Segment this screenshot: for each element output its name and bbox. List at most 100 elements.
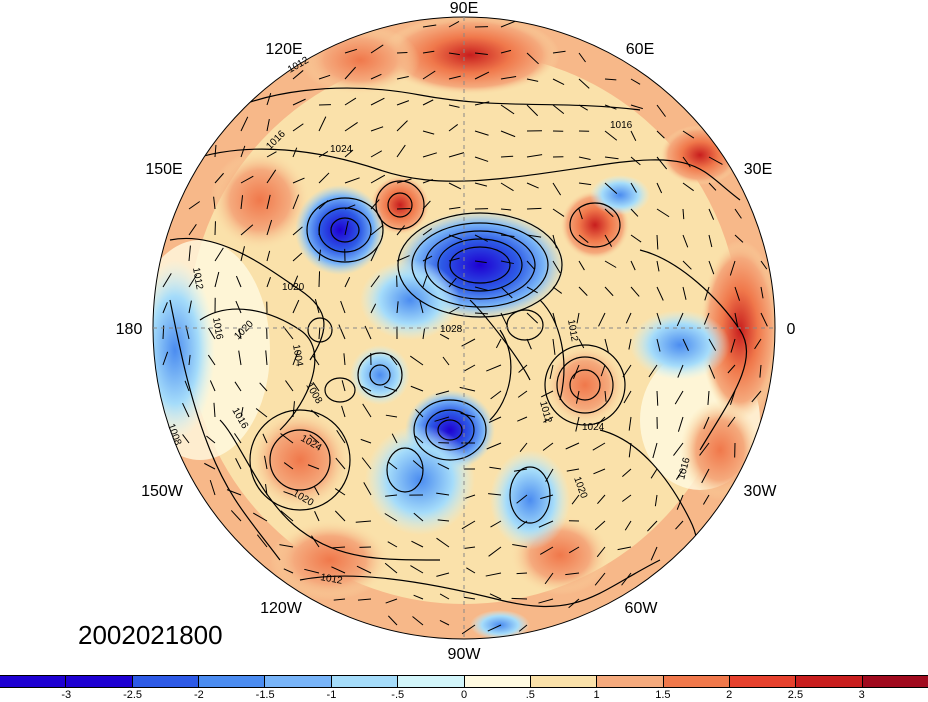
wind-barb bbox=[625, 312, 632, 324]
lon-label-90w: 90W bbox=[448, 646, 482, 663]
wind-barb bbox=[474, 182, 488, 187]
wind-barb bbox=[442, 356, 450, 366]
wind-barb bbox=[439, 593, 450, 600]
wind-barb bbox=[682, 130, 695, 139]
wind-barb bbox=[597, 416, 606, 425]
wind-barb bbox=[701, 468, 710, 484]
wind-barb bbox=[335, 457, 346, 470]
wind-barb bbox=[230, 510, 242, 522]
wind-barb bbox=[578, 260, 585, 271]
colorbar-tick-label: -2.5 bbox=[123, 689, 143, 701]
wind-barb bbox=[545, 468, 554, 482]
contour-label: 1020 bbox=[282, 282, 305, 293]
colorbar-swatch bbox=[862, 676, 928, 687]
colorbar-tick-label: -2 bbox=[193, 689, 204, 701]
wind-barb bbox=[266, 277, 271, 288]
wind-barb bbox=[262, 433, 268, 444]
colorbar-tick-label: 1.5 bbox=[655, 689, 671, 701]
wind-barb bbox=[214, 271, 220, 288]
wind-barb bbox=[600, 364, 606, 377]
wind-barb bbox=[552, 104, 565, 115]
wind-barb bbox=[578, 156, 591, 161]
cold-region-scandinavia bbox=[590, 175, 650, 215]
wind-barb bbox=[552, 78, 565, 86]
wind-barb bbox=[488, 493, 502, 496]
wind-barb bbox=[410, 385, 424, 392]
wind-barb bbox=[422, 275, 428, 288]
wind-barb bbox=[575, 416, 580, 432]
wind-barb bbox=[435, 390, 450, 396]
wind-barb bbox=[384, 386, 398, 392]
wind-barb bbox=[699, 442, 710, 456]
wind-barb bbox=[385, 414, 398, 418]
wind-barb bbox=[604, 260, 617, 268]
wind-barb bbox=[542, 442, 554, 451]
wind-barb bbox=[292, 123, 304, 132]
wind-barb bbox=[396, 76, 409, 80]
wind-barbs bbox=[162, 20, 768, 635]
wind-barb bbox=[387, 541, 398, 548]
wind-barb bbox=[704, 286, 710, 301]
wind-barb bbox=[604, 338, 609, 353]
wind-barb bbox=[650, 546, 658, 561]
warm-region-north bbox=[380, 17, 560, 95]
wind-barb bbox=[280, 433, 294, 444]
wind-barb bbox=[650, 468, 658, 479]
wind-barb bbox=[343, 353, 346, 366]
wind-barb bbox=[422, 328, 426, 340]
wind-barb bbox=[628, 416, 632, 431]
wind-barb bbox=[448, 206, 461, 210]
wind-barb bbox=[624, 520, 632, 531]
wind-barb bbox=[344, 97, 357, 106]
wind-barb bbox=[344, 177, 360, 184]
wind-barb bbox=[578, 338, 585, 349]
wind-barb bbox=[526, 104, 539, 117]
wind-barb bbox=[188, 274, 198, 288]
wind-barb bbox=[575, 390, 580, 404]
wind-barb bbox=[266, 219, 273, 236]
wind-barb bbox=[500, 104, 515, 115]
wind-barb bbox=[538, 520, 554, 528]
wind-barb bbox=[500, 312, 508, 326]
wind-barb bbox=[422, 152, 437, 158]
wind-barb bbox=[396, 301, 399, 314]
lon-label-60e: 60E bbox=[626, 41, 654, 58]
wind-barb bbox=[344, 204, 356, 210]
colorbar-swatch bbox=[796, 676, 863, 687]
wind-barb bbox=[538, 598, 554, 604]
wind-barb bbox=[422, 50, 435, 54]
wind-barb bbox=[751, 390, 762, 403]
wind-barb bbox=[240, 175, 254, 184]
wind-barb bbox=[240, 116, 249, 132]
wind-barb bbox=[622, 364, 632, 378]
wind-barb bbox=[474, 312, 488, 315]
wind-barb bbox=[235, 458, 242, 470]
wind-barb bbox=[448, 306, 460, 314]
wind-barb bbox=[466, 567, 476, 574]
wind-barb bbox=[292, 299, 300, 314]
wind-barb bbox=[280, 510, 294, 522]
wind-barb bbox=[676, 312, 684, 327]
wind-barb bbox=[526, 286, 538, 294]
wind-barb bbox=[370, 246, 379, 262]
wind-barb bbox=[396, 207, 411, 210]
wind-barb bbox=[334, 488, 346, 496]
wind-barb bbox=[516, 572, 528, 575]
wind-barb bbox=[500, 234, 515, 237]
colorbar-swatch bbox=[464, 676, 531, 687]
wind-barb bbox=[240, 145, 246, 158]
wind-barb bbox=[318, 327, 321, 340]
wind-barb bbox=[448, 104, 460, 108]
wind-barb bbox=[565, 442, 580, 450]
wind-barb bbox=[500, 130, 516, 138]
wind-barb bbox=[500, 49, 512, 54]
wind-barb bbox=[656, 286, 664, 301]
wind-barb bbox=[729, 260, 736, 276]
lon-label-120w: 120W bbox=[260, 600, 303, 617]
wind-barb bbox=[448, 75, 461, 80]
wind-barb bbox=[464, 364, 476, 372]
wind-barb bbox=[648, 364, 658, 378]
wind-barb bbox=[578, 78, 590, 89]
wind-barb bbox=[677, 364, 684, 378]
contour-label: 1012 bbox=[319, 572, 343, 587]
